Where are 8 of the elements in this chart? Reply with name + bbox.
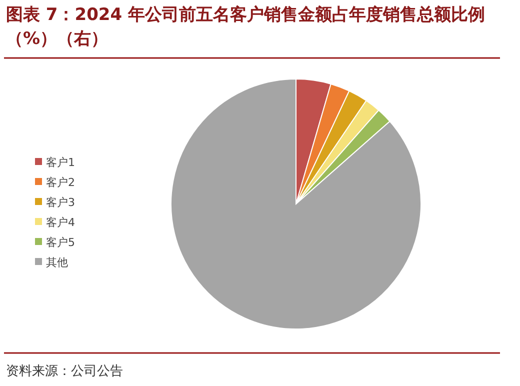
legend-label: 客户1 (46, 156, 75, 169)
legend-label: 客户4 (46, 216, 75, 229)
legend-label: 其他 (46, 256, 68, 269)
legend-label: 客户3 (46, 196, 75, 209)
chart-title: 图表 7：2024 年公司前五名客户销售金额占年度销售总额比例（%）（右） (6, 5, 485, 49)
legend-label: 客户2 (46, 176, 75, 189)
text: 资料来源：公司公告 (6, 364, 123, 379)
legend-label: 客户5 (46, 236, 75, 249)
